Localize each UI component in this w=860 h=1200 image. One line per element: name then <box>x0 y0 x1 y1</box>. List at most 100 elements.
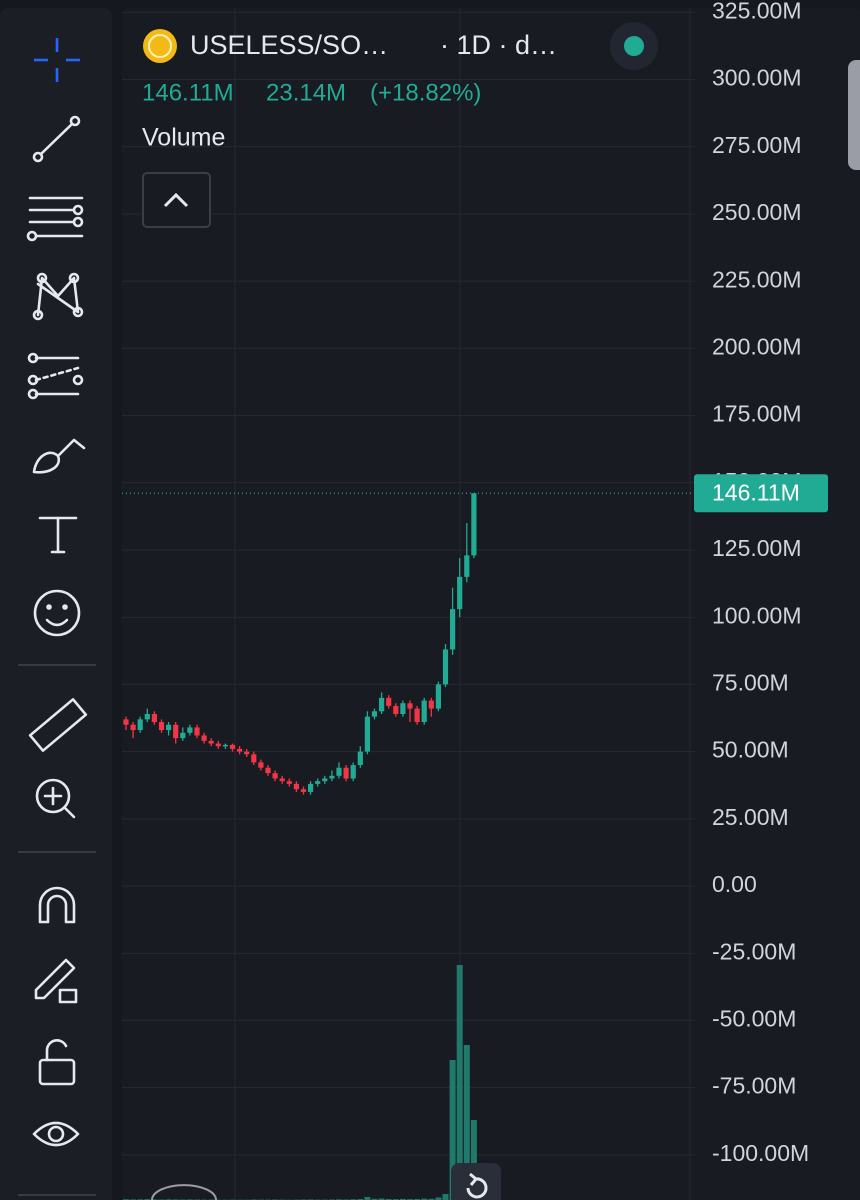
candle-body <box>308 783 314 792</box>
emoji-tool[interactable] <box>33 589 81 637</box>
candle-body <box>187 727 193 733</box>
candle-body <box>300 789 307 792</box>
candle-body <box>173 724 179 739</box>
symbol-name[interactable]: USELESS/SO… <box>190 30 388 60</box>
y-tick-label: 300.00M <box>712 65 802 91</box>
candle-body <box>435 684 441 709</box>
y-tick-label: 75.00M <box>712 669 789 695</box>
candle-body <box>130 724 136 731</box>
candle-body <box>151 713 157 723</box>
volume-bar <box>470 1120 477 1200</box>
volume-bar <box>435 1197 442 1200</box>
candle-body <box>322 778 328 782</box>
y-tick-label: 225.00M <box>712 266 802 292</box>
reset-button[interactable] <box>451 1163 501 1200</box>
candle-body <box>293 783 299 790</box>
candle-body <box>201 735 207 741</box>
y-tick-label: 50.00M <box>712 737 789 763</box>
y-tick-label: 325.00M <box>712 0 802 23</box>
plot <box>122 492 695 1200</box>
last-price-label: 146.11M <box>712 479 800 505</box>
y-tick-label: -75.00M <box>712 1073 796 1099</box>
candle-body <box>123 719 129 725</box>
candle-body <box>450 609 456 650</box>
candle-body <box>215 743 221 747</box>
candle-body <box>258 762 264 768</box>
fib-tool[interactable] <box>26 196 84 242</box>
pattern-tool[interactable] <box>32 272 84 321</box>
toolbar-icons <box>18 38 96 1196</box>
ruler-tool[interactable] <box>28 698 88 752</box>
visibility-tool[interactable] <box>32 1121 80 1147</box>
candle-body <box>166 724 172 731</box>
header-change: 23.14M <box>266 79 346 106</box>
candle-body <box>244 751 250 755</box>
candle-body <box>457 576 463 610</box>
candle-body <box>265 767 271 774</box>
interval: · 1D · d… <box>440 30 557 60</box>
toolbar <box>0 8 112 1200</box>
candle-body <box>464 555 470 577</box>
candle-body <box>414 708 420 723</box>
candle-body <box>371 711 378 717</box>
header-change-pct: (+18.82%) <box>370 79 481 106</box>
market-status <box>624 36 644 56</box>
candle-body <box>393 705 399 714</box>
brush-tool[interactable] <box>32 438 86 474</box>
text-tool[interactable] <box>38 516 78 554</box>
candle-body <box>180 732 186 739</box>
volume-bar <box>421 1198 428 1200</box>
prediction-tool[interactable] <box>27 352 84 400</box>
candle-body <box>350 765 356 779</box>
candle-body <box>315 781 321 784</box>
symbol-logo-ring <box>148 34 172 58</box>
volume-bar <box>428 1198 435 1200</box>
header-price: 146.11M <box>142 79 234 106</box>
candle-body <box>144 713 150 720</box>
magnet-tool[interactable] <box>38 886 76 924</box>
crosshair-tool[interactable] <box>34 38 80 82</box>
lock-drawings[interactable] <box>34 958 78 1004</box>
zoom-tool[interactable] <box>35 778 76 819</box>
candle-body <box>364 716 370 752</box>
y-tick-label: 100.00M <box>712 602 802 628</box>
candle-body <box>386 697 392 706</box>
collapse-button[interactable] <box>142 172 211 228</box>
candle-body <box>357 751 363 766</box>
symbol-logo <box>143 29 177 63</box>
candle-body <box>279 778 285 782</box>
volume-bar <box>449 1060 456 1200</box>
candle-body <box>421 700 427 723</box>
candle-body <box>329 775 335 779</box>
y-tick-label: -50.00M <box>712 1006 796 1032</box>
candle-body <box>137 719 143 731</box>
trend-line-tool[interactable] <box>32 115 81 163</box>
candle-body <box>336 767 342 776</box>
candle-body <box>222 744 228 747</box>
unlock-tool[interactable] <box>38 1039 76 1086</box>
grid <box>122 8 695 1200</box>
y-tick-label: 125.00M <box>712 535 802 561</box>
volume-bar <box>399 1198 406 1200</box>
candle-body <box>158 722 165 731</box>
candle-body <box>428 700 434 709</box>
y-tick-label: 25.00M <box>712 804 789 830</box>
volume-bar <box>463 1045 470 1200</box>
last-price-tag <box>694 474 828 513</box>
volume-bar <box>456 965 463 1200</box>
candle-body <box>379 697 385 712</box>
candle-body <box>442 649 449 685</box>
y-tick-label: 0.00 <box>712 871 757 897</box>
volume-bar <box>371 1198 378 1200</box>
indicator-name: Volume <box>142 124 225 152</box>
volume-bar <box>378 1198 385 1200</box>
y-tick-label: -25.00M <box>712 938 796 964</box>
y-tick-label: 175.00M <box>712 401 802 427</box>
candle-body <box>272 773 278 779</box>
scrollbar[interactable] <box>848 60 860 170</box>
candle-body <box>229 744 236 749</box>
y-tick-label: -100.00M <box>712 1140 809 1166</box>
scroll-hint <box>151 1184 217 1200</box>
